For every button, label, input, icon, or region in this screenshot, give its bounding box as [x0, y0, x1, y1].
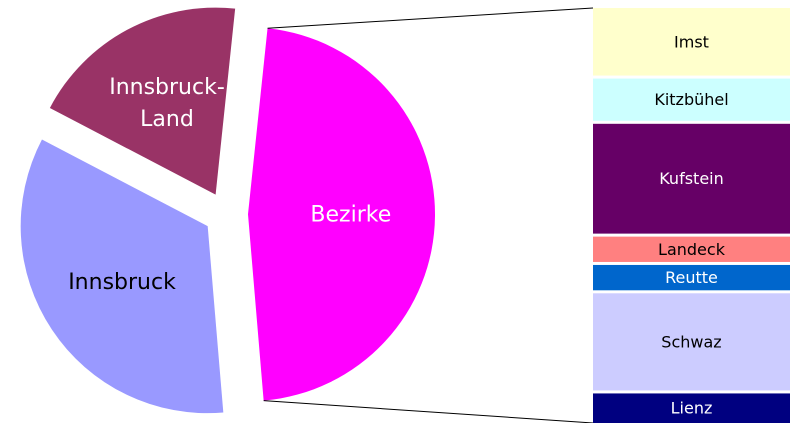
segment-label: Reutte — [665, 268, 718, 287]
slice-label: Innsbruck — [68, 270, 176, 295]
bar-segment — [593, 293, 790, 391]
pie-slice — [247, 28, 435, 401]
pie-slice — [20, 139, 224, 414]
segment-label: Lienz — [671, 399, 713, 418]
bar-segment — [593, 78, 790, 121]
bar-segment — [593, 8, 790, 76]
bar-segment — [593, 123, 790, 234]
segment-label: Schwaz — [661, 332, 721, 351]
segment-label: Imst — [674, 32, 709, 51]
slice-label: Bezirke — [310, 202, 391, 227]
segment-label: Kitzbühel — [654, 90, 728, 109]
connector — [263, 400, 594, 423]
segment-label: Landeck — [658, 240, 726, 259]
bar-segment — [593, 236, 790, 262]
connector — [267, 7, 594, 29]
bar-segment — [593, 264, 790, 291]
bar-segment — [593, 393, 790, 423]
segment-label: Kufstein — [659, 169, 724, 188]
pie-slice — [49, 7, 236, 195]
slice-label: Innsbruck-Land — [109, 75, 225, 132]
